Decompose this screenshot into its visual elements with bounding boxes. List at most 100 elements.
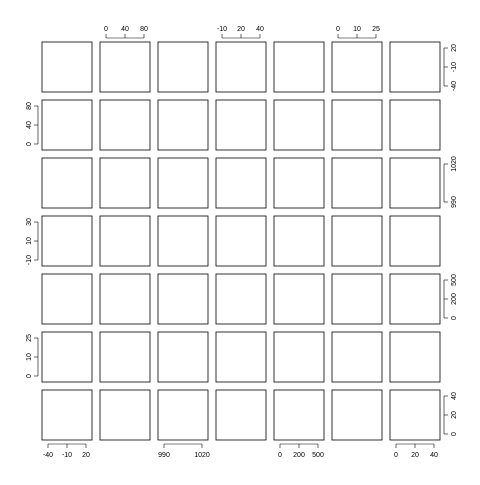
panel-frame xyxy=(215,41,267,93)
panel-0-4: 0.29 xyxy=(273,41,325,93)
panel-frame xyxy=(41,41,93,93)
panel-frame xyxy=(389,41,441,93)
tick-label: 80 xyxy=(140,26,148,33)
left-axis: 0 10 25 xyxy=(26,334,39,378)
panel-frame xyxy=(99,273,151,325)
tick-label: 20 xyxy=(451,44,458,52)
tick-label: 1020 xyxy=(194,452,210,459)
tick-label: 0 xyxy=(451,432,458,436)
panel-6-6: Iprec xyxy=(389,389,441,441)
panel-frame xyxy=(331,215,383,267)
tick-label: 10 xyxy=(26,353,33,361)
tick-label: 10 xyxy=(353,26,361,33)
panel-2-2: PRES xyxy=(157,157,209,209)
tick-label: 0 xyxy=(336,26,340,33)
tick-label: 40 xyxy=(121,26,129,33)
panel-frame xyxy=(331,273,383,325)
panel-0-3: 0.80 xyxy=(215,41,267,93)
panel-5-5: precipitation xyxy=(331,331,383,383)
panel-6-5 xyxy=(331,389,383,441)
left-axis: 0 40 80 xyxy=(26,102,39,146)
panel-frame xyxy=(273,389,325,441)
tick-label: 990 xyxy=(158,452,170,459)
tick-label: 10 xyxy=(26,237,33,245)
panel-frame xyxy=(99,41,151,93)
top-axis: 0 40 80 xyxy=(104,26,148,39)
panel-frame xyxy=(215,331,267,383)
panel-1-6: 0.15 xyxy=(389,99,441,151)
panel-frame xyxy=(331,41,383,93)
panel-frame xyxy=(331,99,383,151)
panel-2-4: 0.17 xyxy=(273,157,325,209)
tick-label: 20 xyxy=(411,452,419,459)
tick-label: -10 xyxy=(451,62,458,72)
panel-4-1 xyxy=(99,273,151,325)
panel-frame xyxy=(273,157,325,209)
panel-2-1 xyxy=(99,157,151,209)
panel-frame xyxy=(157,41,209,93)
tick-label: 0 xyxy=(26,142,33,146)
panel-frame xyxy=(157,157,209,209)
bottom-axis: 0 20 40 xyxy=(394,443,438,459)
panel-frame xyxy=(389,273,441,325)
top-axis: 0 10 25 xyxy=(336,26,380,39)
panel-frame xyxy=(215,157,267,209)
panel-1-0 xyxy=(41,99,93,151)
panel-frame xyxy=(41,389,93,441)
panel-frame xyxy=(273,41,325,93)
panel-5-2 xyxy=(157,331,209,383)
tick-label: 40 xyxy=(451,392,458,400)
right-axis: 500 200 0 xyxy=(443,274,458,320)
tick-label: 30 xyxy=(26,218,33,226)
tick-label: 40 xyxy=(430,452,438,459)
panel-frame xyxy=(389,389,441,441)
panel-4-0 xyxy=(41,273,93,325)
panel-frame xyxy=(273,273,325,325)
panel-frame xyxy=(273,99,325,151)
panel-3-1 xyxy=(99,215,151,267)
tick-label: 500 xyxy=(312,452,324,459)
panel-3-0 xyxy=(41,215,93,267)
tick-label: 0 xyxy=(26,374,33,378)
tick-label: 0 xyxy=(278,452,282,459)
panel-6-3 xyxy=(215,389,267,441)
panel-5-1 xyxy=(99,331,151,383)
tick-label: 20 xyxy=(237,26,245,33)
panel-frame xyxy=(331,389,383,441)
panel-frame xyxy=(273,331,325,383)
panel-frame xyxy=(157,331,209,383)
panel-2-0 xyxy=(41,157,93,209)
panel-frame xyxy=(389,99,441,151)
panel-4-4: Iws xyxy=(273,273,325,325)
panel-frame xyxy=(157,273,209,325)
panel-frame xyxy=(389,157,441,209)
panel-0-2: 0.77 xyxy=(157,41,209,93)
panel-2-5: 0.064 xyxy=(331,157,383,209)
bottom-axis: 990 1020 xyxy=(158,443,210,459)
panel-5-6: 0.53 xyxy=(389,331,441,383)
panel-frame xyxy=(215,273,267,325)
panel-4-2 xyxy=(157,273,209,325)
panel-frame xyxy=(157,215,209,267)
tick-label: 200 xyxy=(293,452,305,459)
bottom-axis: 0 200 500 xyxy=(278,443,324,459)
panel-frame xyxy=(99,331,151,383)
tick-label: -40 xyxy=(43,452,53,459)
panel-6-1 xyxy=(99,389,151,441)
tick-label: 25 xyxy=(26,334,33,342)
panel-0-5: 0.085 xyxy=(331,41,383,93)
panel-2-3: 0.82 xyxy=(215,157,267,209)
panel-frame xyxy=(273,215,325,267)
tick-label: 25 xyxy=(372,26,380,33)
tick-label: -10 xyxy=(217,26,227,33)
tick-label: 20 xyxy=(82,452,90,459)
right-axis: 20 -10 -40 xyxy=(443,44,458,91)
panel-4-3 xyxy=(215,273,267,325)
panel-frame xyxy=(215,215,267,267)
tick-label: 0 xyxy=(104,26,108,33)
tick-label: 40 xyxy=(26,121,33,129)
panel-frame xyxy=(157,389,209,441)
panel-0-0: DEWP xyxy=(41,41,93,93)
